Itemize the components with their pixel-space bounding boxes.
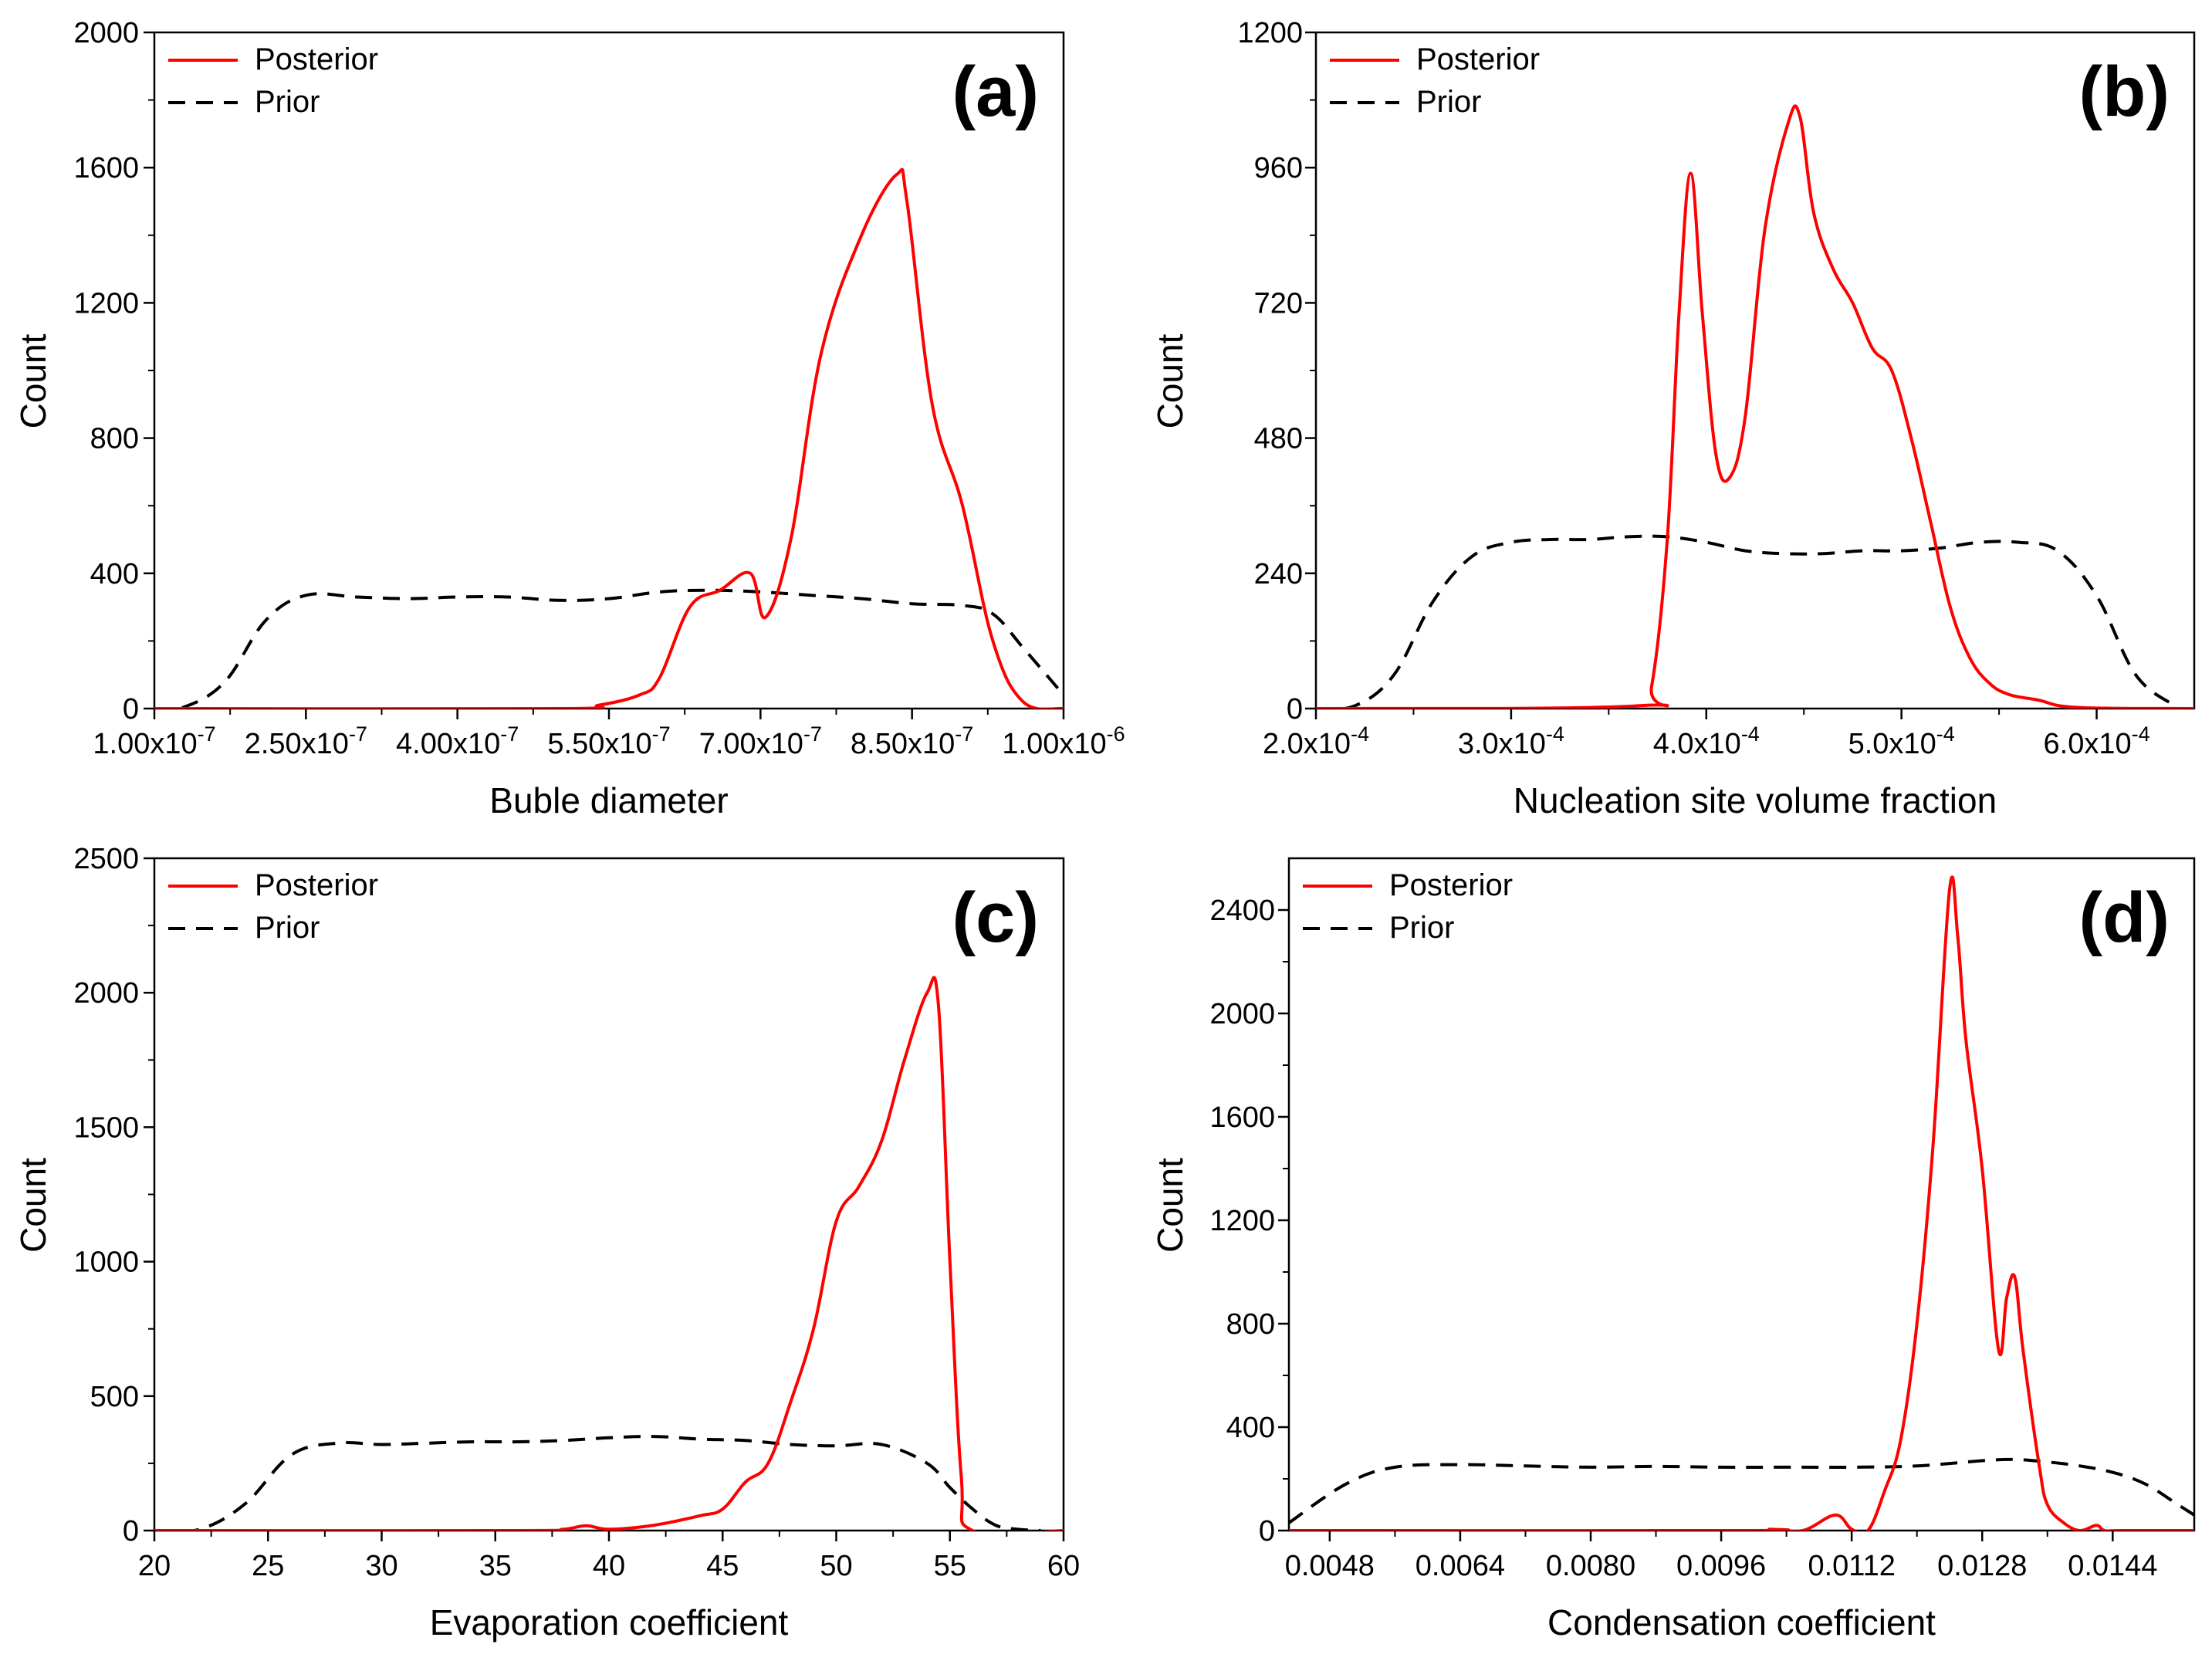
y-tick-label: 500 xyxy=(90,1381,139,1413)
y-tick-label: 960 xyxy=(1254,152,1303,184)
panel-label: (b) xyxy=(2079,52,2170,131)
y-tick-label: 0 xyxy=(1259,1515,1275,1548)
y-tick-label: 1600 xyxy=(73,152,139,184)
posterior-series-line xyxy=(1316,104,2194,709)
x-tick-label: 1.00x10-7 xyxy=(93,722,215,760)
x-axis-label: Condensation coefficient xyxy=(1547,1602,1936,1642)
prior-series-line xyxy=(1289,1457,2194,1524)
y-tick-label: 400 xyxy=(90,558,139,590)
x-tick-label: 25 xyxy=(252,1550,284,1582)
x-tick-label: 20 xyxy=(138,1550,171,1582)
legend-posterior-label: Posterior xyxy=(1389,868,1513,902)
posterior-series-line xyxy=(154,976,1064,1531)
y-axis-label: Count xyxy=(13,1158,53,1253)
x-tick-label: 0.0048 xyxy=(1285,1550,1375,1582)
y-tick-label: 400 xyxy=(1226,1412,1275,1444)
x-axis-label: Buble diameter xyxy=(489,780,728,820)
x-tick-label: 60 xyxy=(1047,1550,1080,1582)
legend-prior-label: Prior xyxy=(1389,911,1454,945)
y-tick-label: 2000 xyxy=(73,17,139,49)
posterior-series-line xyxy=(154,167,1064,709)
y-tick-label: 2000 xyxy=(73,977,139,1010)
x-axis-label: Nucleation site volume fraction xyxy=(1514,780,1997,820)
x-tick-label: 6.0x10-4 xyxy=(2044,722,2150,760)
y-tick-label: 2500 xyxy=(73,843,139,875)
legend-prior-label: Prior xyxy=(255,85,320,119)
plot-frame xyxy=(1314,31,2196,710)
plot-frame xyxy=(1287,857,2196,1532)
prior-series-line xyxy=(1316,534,2176,709)
x-tick-label: 35 xyxy=(479,1550,512,1582)
x-tick-label: 7.00x10-7 xyxy=(699,722,822,760)
x-tick-label: 0.0096 xyxy=(1676,1550,1766,1582)
x-tick-label: 0.0080 xyxy=(1546,1550,1635,1582)
x-axis-label: Evaporation coefficient xyxy=(430,1602,789,1642)
y-tick-label: 480 xyxy=(1254,423,1303,455)
y-tick-label: 1000 xyxy=(73,1247,139,1279)
x-tick-label: 4.0x10-4 xyxy=(1653,722,1760,760)
y-tick-label: 1500 xyxy=(73,1111,139,1144)
chart-panel-a: 0 400 800 1200 1600 2000 1.00x10-7 2.50x10-7 4.0… xyxy=(13,17,1125,820)
x-tick-label: 1.00x10-6 xyxy=(1002,722,1125,760)
y-tick-label: 0 xyxy=(123,1515,139,1548)
x-tick-label: 3.0x10-4 xyxy=(1458,722,1564,760)
y-tick-label: 1200 xyxy=(1237,17,1303,49)
x-tick-label: 8.50x10-7 xyxy=(851,722,973,760)
y-axis-label: Count xyxy=(1150,1158,1190,1253)
x-tick-label: 5.50x10-7 xyxy=(547,722,670,760)
posterior-series-line xyxy=(1289,875,2194,1531)
legend-posterior-label: Posterior xyxy=(255,42,378,76)
x-tick-label: 30 xyxy=(365,1550,397,1582)
legend-prior-label: Prior xyxy=(255,911,320,945)
y-tick-label: 2000 xyxy=(1209,998,1275,1030)
y-tick-label: 0 xyxy=(123,693,139,726)
y-tick-label: 2400 xyxy=(1209,895,1275,927)
y-tick-label: 800 xyxy=(90,423,139,455)
legend-posterior-label: Posterior xyxy=(1416,42,1540,76)
x-tick-label: 40 xyxy=(593,1550,625,1582)
y-tick-label: 240 xyxy=(1254,558,1303,590)
chart-panel-c: 0 500 1000 1500 2000 2500 20 25 30 35 40 45 50 55 60 Ev… xyxy=(13,843,1080,1642)
x-tick-label: 55 xyxy=(934,1550,966,1582)
legend-prior-label: Prior xyxy=(1416,85,1481,119)
x-tick-label: 0.0112 xyxy=(1808,1550,1895,1582)
y-tick-label: 720 xyxy=(1254,287,1303,320)
y-tick-label: 1200 xyxy=(1209,1205,1275,1237)
x-tick-label: 0.0128 xyxy=(1937,1550,2027,1582)
x-tick-label: 0.0064 xyxy=(1415,1550,1505,1582)
y-axis-label: Count xyxy=(13,333,53,428)
x-tick-label: 4.00x10-7 xyxy=(396,722,519,760)
x-tick-label: 5.0x10-4 xyxy=(1848,722,1955,760)
y-tick-label: 1600 xyxy=(1209,1101,1275,1134)
prior-series-line xyxy=(154,588,1064,709)
x-tick-label: 2.0x10-4 xyxy=(1263,722,1369,760)
y-tick-label: 800 xyxy=(1226,1308,1275,1341)
y-tick-label: 0 xyxy=(1287,693,1303,726)
panel-label: (d) xyxy=(2079,878,2170,957)
chart-panel-d: 0 400 800 1200 1600 2000 2400 0.0048 0.0064 0.008… xyxy=(1150,857,2196,1642)
panel-label: (a) xyxy=(952,52,1039,131)
plot-frame xyxy=(153,857,1065,1532)
chart-panel-b: 0 240 480 720 960 1200 2.0x10-4 3.0x10-4 4.0x10-… xyxy=(1150,17,2196,820)
x-tick-label: 50 xyxy=(820,1550,852,1582)
x-tick-label: 0.0144 xyxy=(2068,1550,2157,1582)
y-axis-label: Count xyxy=(1150,333,1190,428)
legend-posterior-label: Posterior xyxy=(255,868,378,902)
prior-series-line xyxy=(154,1435,1041,1531)
panel-label: (c) xyxy=(952,878,1039,957)
x-tick-label: 2.50x10-7 xyxy=(245,722,367,760)
x-tick-label: 45 xyxy=(706,1550,739,1582)
y-tick-label: 1200 xyxy=(73,287,139,320)
